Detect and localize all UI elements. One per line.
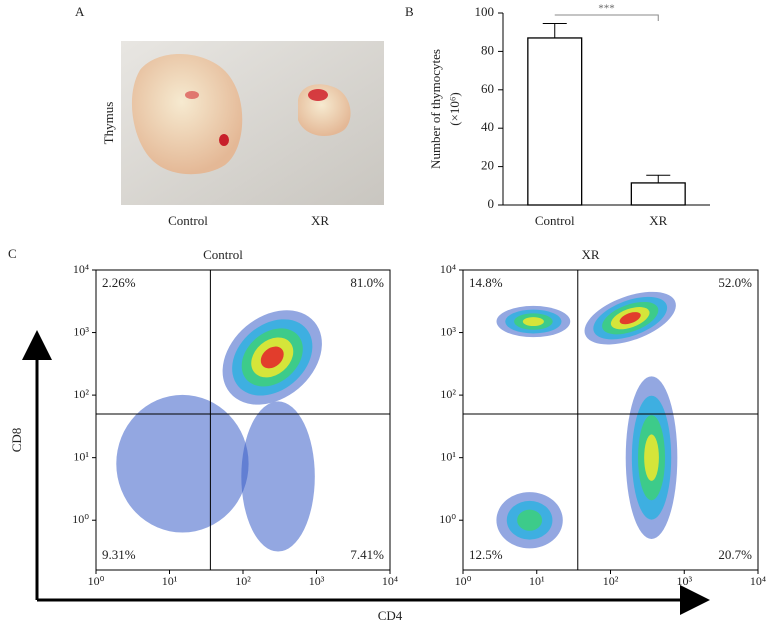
plot-area	[496, 291, 678, 549]
y-tick-label: 10²	[73, 387, 89, 401]
y-tick-label: 10²	[440, 387, 456, 401]
y-tick-label: 10³	[73, 324, 89, 338]
plot-title: Control	[203, 247, 243, 262]
quadrant-percent: 9.31%	[102, 547, 136, 562]
y-tick-label: 10⁰	[439, 512, 456, 526]
quadrant-percent: 12.5%	[469, 547, 503, 562]
y-tick-label: 60	[481, 81, 494, 96]
x-tick-label: 10¹	[529, 574, 545, 588]
y-axis-label: (×10⁶)	[447, 92, 462, 126]
plot-area	[116, 310, 322, 552]
population-density	[522, 317, 544, 327]
x-tick-label: Control	[535, 213, 575, 228]
y-tick-label: 10¹	[440, 449, 456, 463]
x-tick-label: 10⁴	[382, 574, 398, 588]
blood-spot	[185, 91, 199, 99]
panel-label: A	[75, 4, 85, 19]
plot-title: XR	[581, 247, 599, 262]
panel-label: B	[405, 4, 414, 19]
photo-side-label: Thymus	[101, 102, 116, 145]
photo-label: XR	[311, 213, 329, 228]
population-density	[619, 312, 641, 325]
significance-label: ***	[598, 3, 615, 15]
x-tick-label: 10⁰	[88, 574, 105, 588]
y-tick-label: 20	[481, 158, 494, 173]
y-tick-label: 0	[488, 196, 495, 211]
y-axis-label: Number of thymocytes	[428, 49, 443, 169]
quadrant-percent: 2.26%	[102, 275, 136, 290]
x-tick-label: XR	[649, 213, 667, 228]
y-tick-label: 100	[475, 4, 495, 19]
quadrant-percent: 20.7%	[718, 547, 752, 562]
x-tick-label: 10⁴	[750, 574, 766, 588]
quadrant-percent: 7.41%	[350, 547, 384, 562]
y-tick-label: 40	[481, 119, 494, 134]
y-axis-label: CD8	[9, 428, 24, 453]
x-tick-label: 10²	[603, 574, 619, 588]
x-tick-label: 10¹	[162, 574, 178, 588]
y-tick-label: 10³	[440, 324, 456, 338]
y-tick-label: 10⁰	[72, 512, 89, 526]
x-axis-label: CD4	[378, 608, 403, 623]
x-tick-label: 10³	[309, 574, 325, 588]
y-tick-label: 10¹	[73, 449, 89, 463]
population-density	[644, 434, 659, 481]
population-density	[517, 509, 543, 531]
y-tick-label: 80	[481, 42, 494, 57]
y-tick-label: 10⁴	[73, 262, 89, 276]
photo-label: Control	[168, 213, 208, 228]
panel-label: C	[8, 246, 17, 261]
x-tick-label: 10²	[235, 574, 251, 588]
population-density	[260, 346, 284, 369]
x-tick-label: 10⁰	[455, 574, 472, 588]
population-density	[241, 401, 315, 552]
population-density	[116, 394, 249, 533]
bar	[527, 37, 583, 206]
quadrant-percent: 52.0%	[718, 275, 752, 290]
thymus-control	[131, 53, 243, 175]
y-tick-label: 10⁴	[440, 262, 456, 276]
quadrant-percent: 14.8%	[469, 275, 503, 290]
quadrant-percent: 81.0%	[350, 275, 384, 290]
x-tick-label: 10³	[676, 574, 692, 588]
bar	[630, 182, 686, 206]
significance-bracket	[554, 14, 659, 21]
blood-spot	[219, 134, 229, 146]
blood-spot	[308, 89, 328, 101]
